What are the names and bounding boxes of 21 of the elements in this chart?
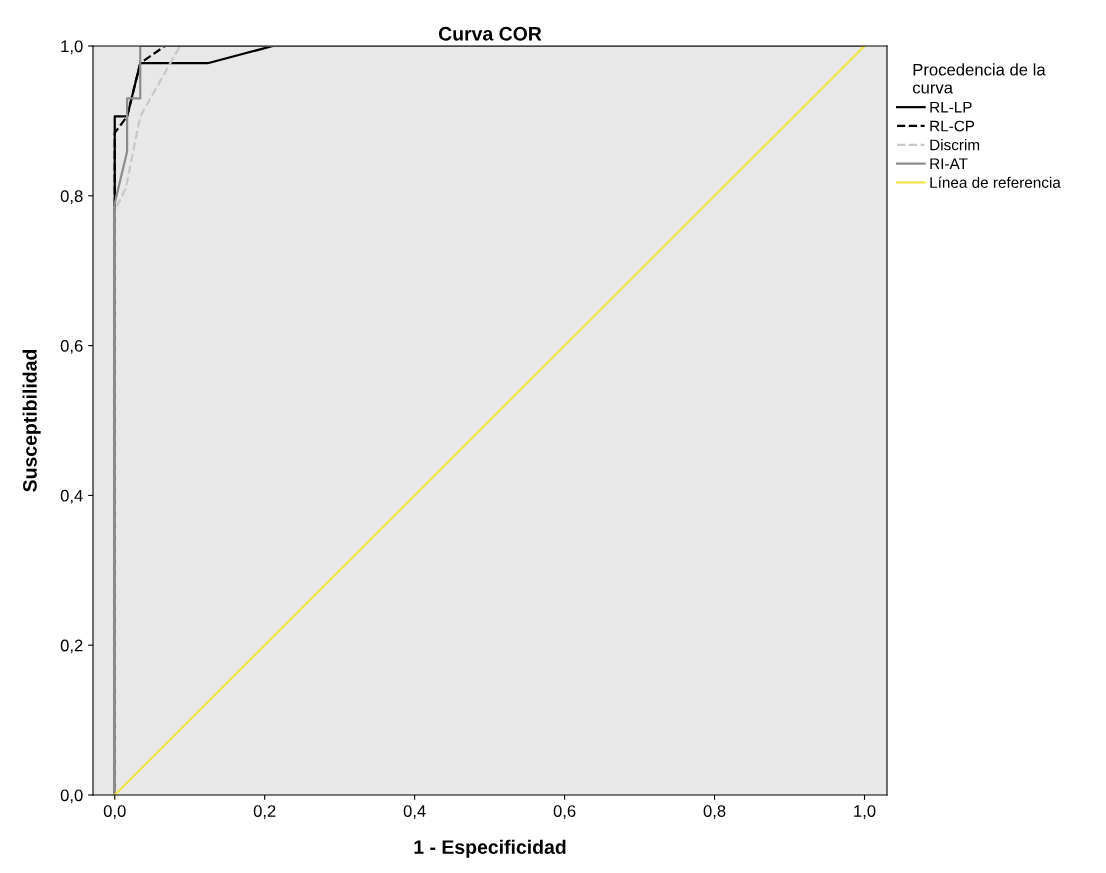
chart-title: Curva COR [438, 26, 542, 41]
x-tick-label: 0,6 [553, 805, 576, 819]
legend-label: RI-AT [930, 158, 968, 169]
legend-label: Línea de referencia [930, 176, 1061, 188]
y-tick-label: 0,8 [60, 190, 83, 204]
y-tick-label: 0,2 [60, 639, 83, 654]
y-axis-title: Susceptibilidad [22, 349, 41, 492]
x-tick-label: 0,8 [703, 805, 726, 819]
x-axis-title: 1 - Especificidad [414, 839, 566, 858]
x-tick-label: 0,2 [253, 805, 276, 819]
legend-label: RL-LP [930, 101, 972, 113]
legend-label: RL-CP [930, 120, 975, 132]
legend-title: Procedencia de la curva [912, 63, 1046, 94]
y-tick-label: 1,0 [61, 40, 83, 55]
x-tick-label: 0,4 [403, 805, 426, 819]
y-tick-label: 0,4 [60, 489, 83, 504]
x-tick-label: 0,0 [103, 805, 126, 819]
x-tick-label: 1,0 [854, 805, 876, 819]
y-tick-label: 0,0 [60, 789, 83, 804]
legend-label: Discrim [930, 139, 980, 151]
y-tick-label: 0,6 [60, 340, 83, 354]
